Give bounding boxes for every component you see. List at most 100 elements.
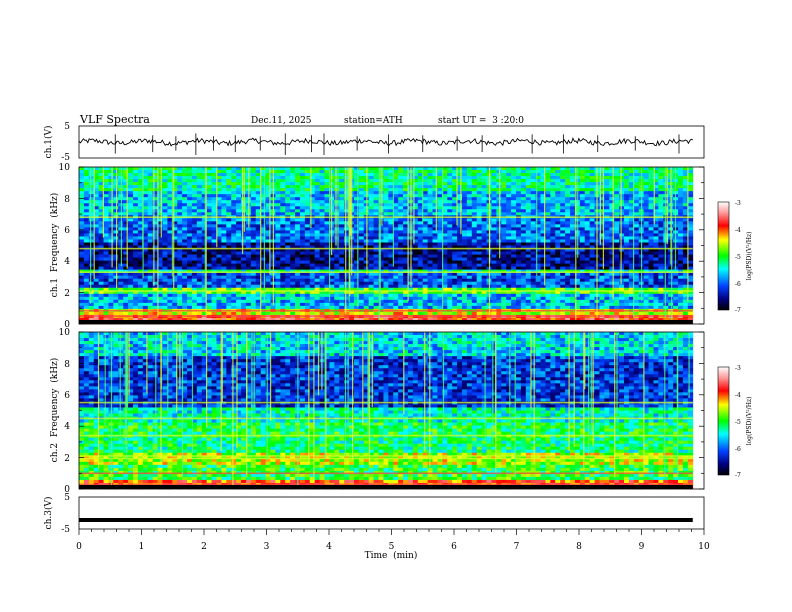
spectrogram-cell (152, 263, 158, 268)
spectrogram-cell (599, 218, 605, 222)
spectrogram-cell (565, 254, 571, 258)
spectrogram-cell (177, 242, 183, 246)
spectrogram-cell (535, 260, 541, 265)
spectrogram-cell (570, 230, 576, 234)
spectrogram-cell (299, 251, 306, 255)
spectrogram-cell (147, 272, 154, 277)
spectrogram-cell (471, 233, 478, 237)
spectrogram-cell (280, 275, 286, 280)
spectrogram-cell (476, 200, 483, 204)
spectrogram-cell (373, 260, 379, 265)
spectrogram-cell (427, 263, 433, 268)
spectrogram-cell (206, 281, 212, 286)
spectrogram-cell (241, 200, 247, 204)
spectrogram-cell (167, 200, 173, 204)
spectrogram-cell (290, 239, 296, 243)
spectrogram-cell (260, 209, 266, 213)
spectrogram-cell (614, 218, 620, 222)
spectrogram-cell (358, 167, 365, 171)
spectrogram-cell (437, 218, 443, 222)
spectrogram-cell (491, 275, 497, 280)
spectrogram-cell (221, 176, 227, 180)
spectrogram-cell (162, 236, 168, 240)
spectrogram-cell (658, 266, 664, 271)
spectrogram-cell (226, 194, 232, 198)
spectrogram-cell (447, 224, 453, 228)
spectrogram-cell (506, 236, 512, 240)
spectrogram-cell (496, 197, 502, 201)
spectrogram-cell (687, 272, 694, 277)
spectrogram-cell (530, 257, 537, 261)
spectrogram-cell (633, 173, 640, 177)
spectrogram-cell (550, 194, 556, 198)
spectrogram-cell (545, 245, 551, 249)
spectrogram-cell (353, 167, 360, 171)
spectrogram-cell (250, 212, 257, 216)
spectrogram-cell (417, 218, 424, 222)
spectrogram-cell (295, 269, 301, 274)
spectrogram-cell (535, 239, 541, 243)
spectrogram-cell (491, 176, 497, 180)
spectrogram-cell (501, 170, 507, 174)
spectrogram-cell (118, 278, 124, 283)
spectrogram-cell (511, 188, 517, 192)
spectrogram-cell (515, 197, 522, 201)
spectrogram-cell (187, 248, 193, 252)
spectrogram-cell (162, 230, 168, 234)
spectrogram-cell (619, 209, 625, 213)
spectrogram-cell (319, 263, 325, 268)
spectrogram-cell (353, 275, 360, 280)
spectrogram-cell (520, 257, 527, 261)
spectrogram-cell (98, 263, 104, 268)
spectrogram-cell (201, 185, 208, 189)
spectrogram-cell (280, 179, 286, 183)
spectrogram-cell (157, 197, 163, 201)
spectrogram-cell (570, 191, 576, 195)
spectrogram-cell (471, 251, 478, 255)
spectrogram-cell (604, 269, 610, 274)
spectrogram-cell (98, 236, 104, 240)
spectrogram-cell (658, 269, 664, 274)
spectrogram-cell (319, 254, 325, 258)
spectrogram-cell (535, 194, 541, 198)
spectrogram-cell (550, 260, 556, 265)
spectrogram-cell (211, 269, 217, 274)
spectrogram-cell (579, 167, 586, 171)
spectrogram-cell (368, 278, 374, 283)
spectrogram-cell (83, 233, 90, 237)
spectrogram-cell (231, 272, 237, 277)
spectrogram-cell (83, 179, 90, 183)
spectrogram-cell (324, 281, 330, 286)
spectrogram-cell (511, 281, 517, 286)
spectrogram-cell (162, 194, 168, 198)
spectrogram-cell (108, 176, 114, 180)
spectrogram-cell (344, 224, 350, 228)
spectrogram-cell (324, 233, 330, 237)
spectrogram-cell (344, 185, 350, 189)
spectrogram-cell (520, 170, 527, 174)
spectrogram-cell (353, 209, 360, 213)
spectrogram-cell (648, 176, 654, 180)
spectrogram-cell (555, 194, 561, 198)
spectrogram-cell (511, 209, 517, 213)
spectrogram-cell (398, 185, 404, 189)
spectrogram-cell (353, 203, 360, 207)
spectrogram-cell (304, 227, 311, 231)
spectrogram-cell (265, 218, 271, 222)
spectrogram-cell (570, 257, 576, 261)
spectrogram-cell (530, 167, 537, 171)
spectrogram-cell (319, 284, 325, 289)
spectrogram-cell (196, 263, 203, 268)
spectrogram-cell (295, 170, 301, 174)
spectrogram-cell (579, 206, 586, 210)
spectrogram-cell (103, 179, 109, 183)
spectrogram-cell (177, 251, 183, 255)
spectrogram-cell (191, 203, 198, 207)
spectrogram-cell (339, 185, 345, 189)
spectrogram-cell (393, 248, 399, 252)
spectrogram-cell (172, 170, 178, 174)
spectrogram-cell (388, 281, 394, 286)
spectrogram-cell (255, 272, 262, 277)
spectrogram-cell (285, 248, 291, 252)
spectrogram-cell (280, 272, 286, 277)
